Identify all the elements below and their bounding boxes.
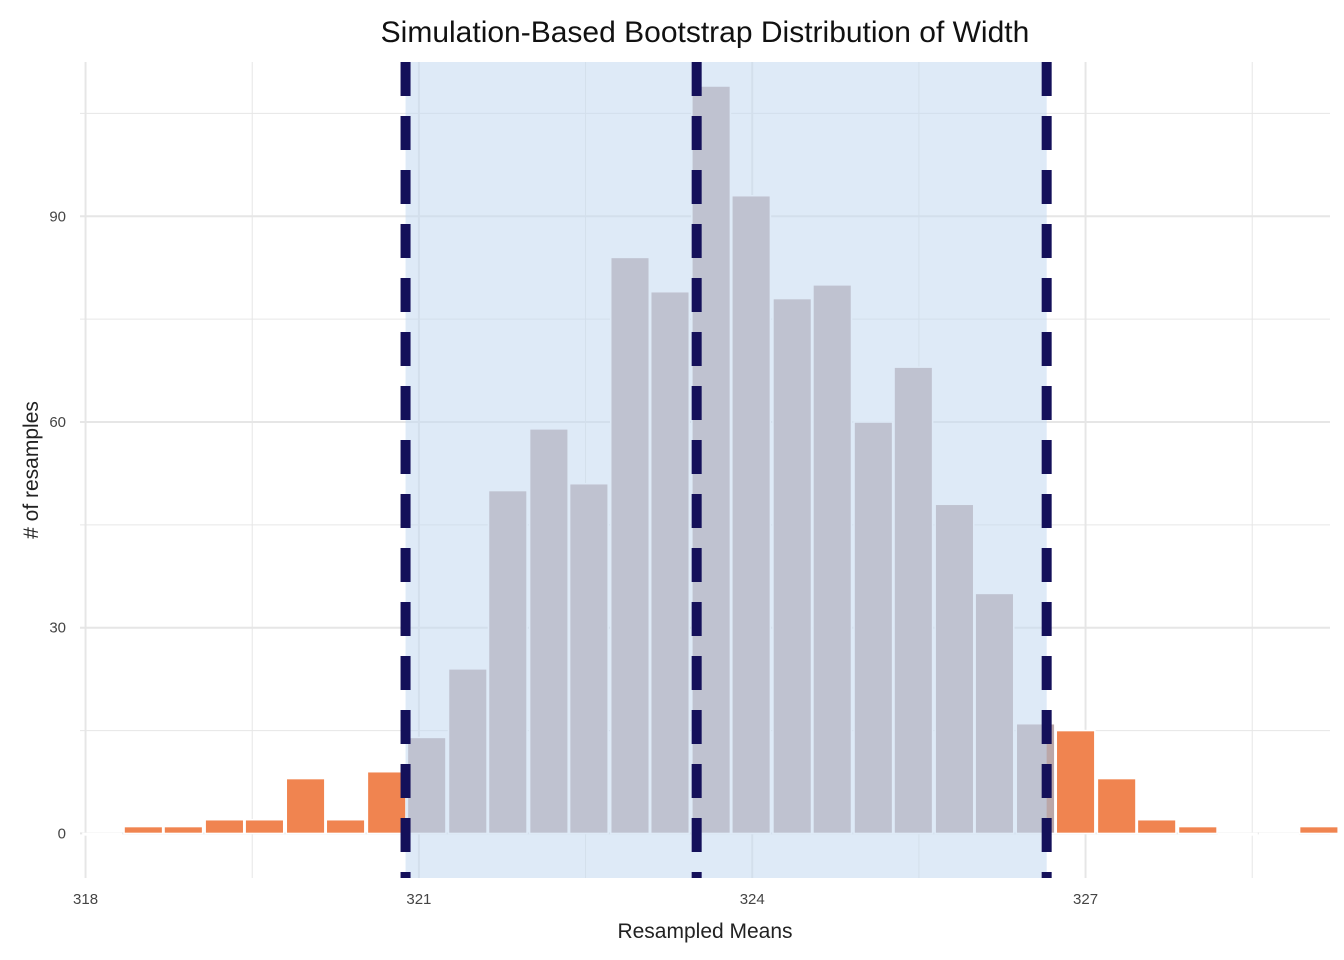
histogram-bar (1136, 818, 1177, 835)
y-tick-label: 30 (49, 620, 66, 637)
x-tick-label: 318 (73, 891, 98, 908)
x-tick-label: 324 (740, 891, 765, 908)
y-tick-label: 60 (49, 414, 66, 431)
histogram-bar (163, 825, 204, 835)
histogram-bar (244, 818, 285, 835)
reference-lines (400, 62, 1052, 878)
x-tick-label: 327 (1073, 891, 1098, 908)
histogram-bar (204, 818, 245, 835)
y-axis-title: # of resamples (20, 401, 43, 539)
histogram-bar (1217, 832, 1258, 836)
ci-shade-rect (405, 62, 1047, 878)
histogram-bar (1055, 729, 1096, 835)
histogram-bar (325, 818, 366, 835)
x-axis-title: Resampled Means (617, 920, 792, 943)
histogram-bar (123, 825, 164, 835)
histogram-bar (1096, 777, 1137, 835)
histogram-bar (366, 770, 407, 835)
x-tick-label: 321 (406, 891, 431, 908)
histogram-bar (285, 777, 326, 835)
chart-title: Simulation-Based Bootstrap Distribution … (381, 16, 1030, 49)
y-tick-label: 0 (58, 825, 66, 842)
histogram-bar (1298, 825, 1339, 835)
y-tick-label: 90 (49, 208, 66, 225)
axis-tick-labels: 318 321 324 327 0 30 60 90 (49, 208, 1098, 908)
confidence-interval-region (405, 62, 1047, 878)
histogram-bar (82, 832, 123, 836)
histogram-bar (1258, 832, 1299, 836)
histogram-bar (1177, 825, 1218, 835)
